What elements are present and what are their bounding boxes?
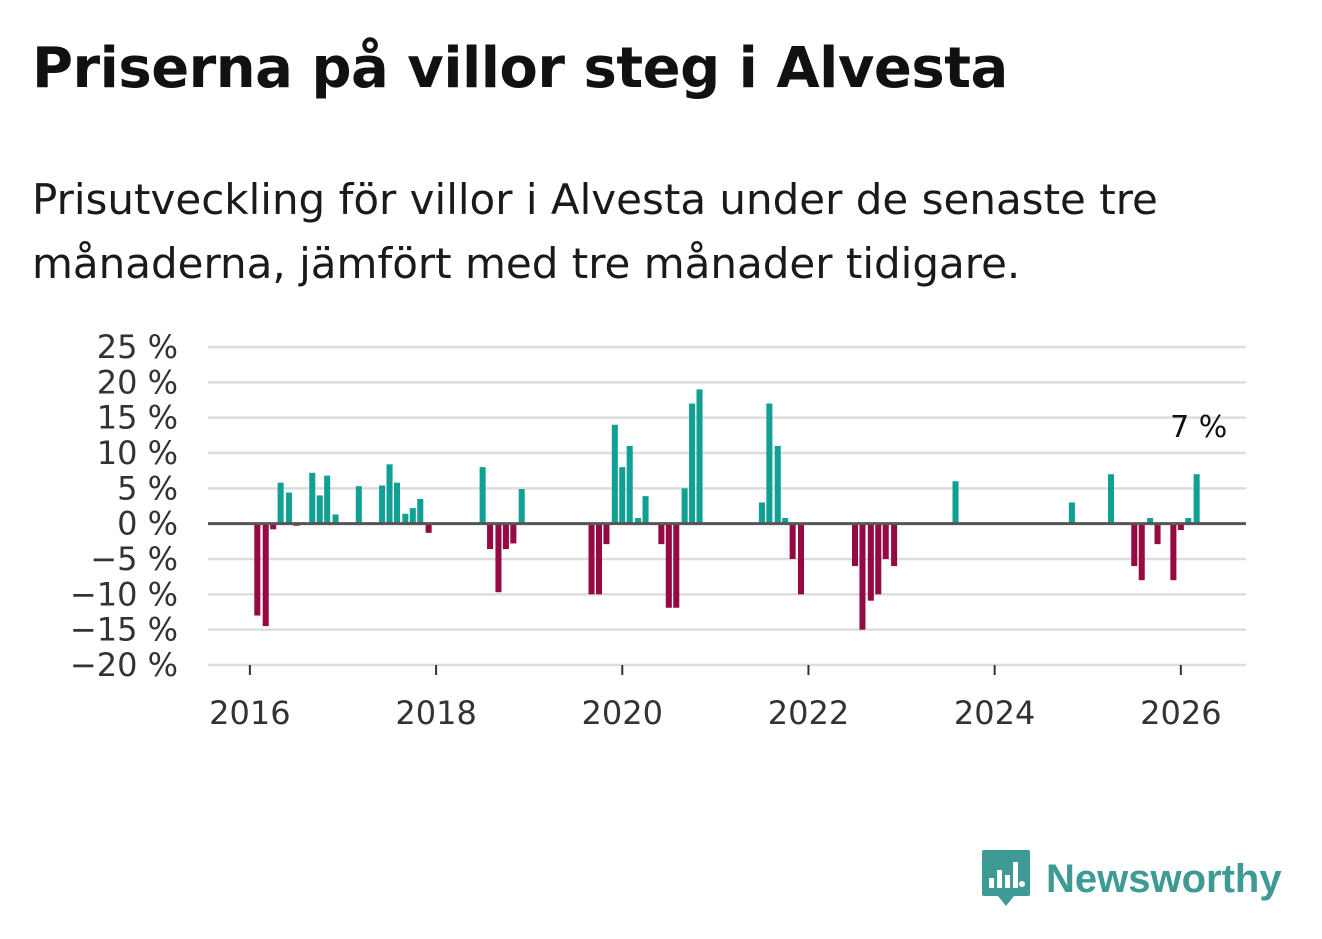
y-tick-label: −20 % <box>70 646 178 684</box>
bar-positive <box>402 513 409 524</box>
bar-positive <box>626 445 633 524</box>
bar-positive <box>324 475 331 524</box>
bar-negative <box>851 523 859 567</box>
bar-negative <box>270 523 277 530</box>
bar-positive <box>1107 474 1115 524</box>
bar-negative <box>595 523 603 595</box>
bar-negative <box>658 523 665 545</box>
bar-negative <box>1138 523 1145 581</box>
y-tick-label: 0 % <box>117 505 178 543</box>
y-tick-label: −10 % <box>70 575 178 613</box>
chart-title: Priserna på villor steg i Alvesta <box>32 36 1008 101</box>
bar-negative <box>875 523 882 595</box>
bar-positive <box>635 518 642 524</box>
bar-negative <box>859 523 866 630</box>
brand-logo: Newsworthy <box>980 848 1282 910</box>
bar-chart: 25 %20 %15 %10 %5 %0 %−5 %−10 %−15 %−20 … <box>70 328 1246 732</box>
y-tick-label: 10 % <box>97 434 178 472</box>
bar-positive <box>409 508 416 524</box>
bar-negative <box>510 523 517 544</box>
bar-positive <box>355 486 362 524</box>
bar-positive <box>1068 502 1075 524</box>
bar-negative <box>789 523 796 559</box>
bar-positive <box>316 495 323 524</box>
bar-positive <box>285 492 293 524</box>
x-tick-label: 2022 <box>768 694 849 732</box>
bar-positive <box>277 482 284 524</box>
newsworthy-logo-icon <box>982 850 1030 906</box>
bar-positive <box>332 514 339 524</box>
bar-positive <box>1185 518 1192 524</box>
bar-negative <box>588 523 595 595</box>
bar-positive <box>782 518 789 524</box>
x-tick-label: 2020 <box>582 694 663 732</box>
bar-positive <box>1193 474 1200 524</box>
bar-negative <box>673 523 680 608</box>
bar-negative <box>487 523 494 550</box>
bar-negative <box>867 523 874 601</box>
bar-negative <box>495 523 502 593</box>
chart-subtitle: Prisutveckling för villor i Alvesta unde… <box>32 175 1158 288</box>
bar-positive <box>1147 518 1154 524</box>
y-tick-label: 5 % <box>117 469 178 507</box>
bar-negative <box>502 523 509 550</box>
y-tick-label: −5 % <box>90 540 178 578</box>
x-tick-label: 2018 <box>395 694 476 732</box>
bar-negative <box>262 523 269 627</box>
bar-positive <box>611 424 618 524</box>
bar-positive <box>689 403 696 524</box>
bar-positive <box>952 481 959 524</box>
bar-positive <box>379 485 386 524</box>
bar-negative <box>425 523 432 533</box>
y-tick-label: −15 % <box>70 611 178 649</box>
bar-positive <box>393 482 401 524</box>
bar-positive <box>681 488 688 524</box>
bar-positive <box>309 472 316 524</box>
bar-positive <box>479 467 486 524</box>
y-tick-label: 25 % <box>97 328 178 366</box>
bar-positive <box>766 403 773 524</box>
bar-negative <box>1131 523 1138 567</box>
bar-negative <box>882 523 889 559</box>
bar-positive <box>758 502 765 524</box>
x-tick-label: 2026 <box>1140 694 1221 732</box>
bar-positive <box>518 489 525 524</box>
bar-positive <box>619 467 626 524</box>
y-tick-label: 15 % <box>97 399 178 437</box>
bar-negative <box>1154 523 1161 545</box>
bar-positive <box>386 464 393 524</box>
bar-negative <box>891 523 898 567</box>
last-value-label: 7 % <box>1170 410 1227 445</box>
y-tick-label: 20 % <box>97 363 178 401</box>
bar-negative <box>603 523 610 545</box>
bar-negative <box>1177 523 1184 531</box>
bar-negative <box>797 523 805 595</box>
bar-positive <box>696 389 703 524</box>
x-tick-label: 2024 <box>954 694 1035 732</box>
bar-positive <box>417 498 424 524</box>
bar-negative <box>665 523 672 608</box>
x-tick-label: 2016 <box>209 694 290 732</box>
bar-negative <box>1170 523 1177 581</box>
bar-positive <box>642 496 649 524</box>
brand-name: Newsworthy <box>1046 856 1282 901</box>
bar-positive <box>774 445 781 524</box>
bar-negative <box>254 523 261 616</box>
